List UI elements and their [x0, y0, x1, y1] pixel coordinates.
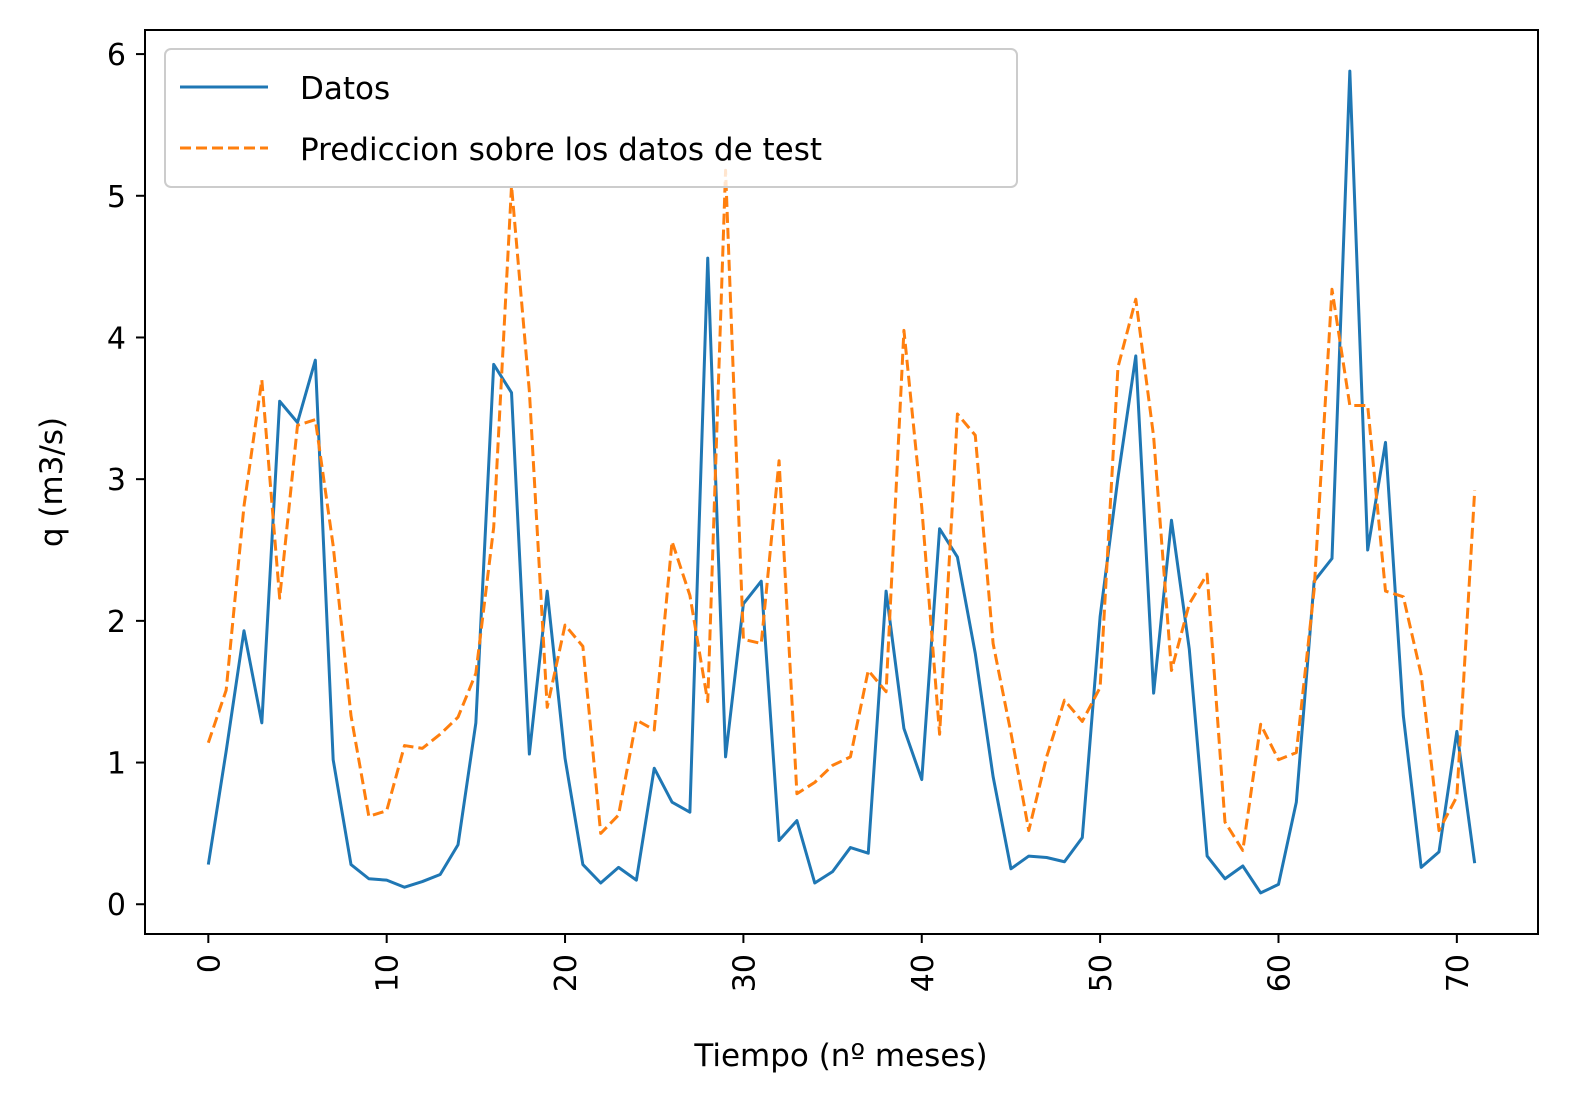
y-axis-label: q (m3/s): [34, 417, 70, 547]
y-tick-label: 6: [107, 38, 126, 73]
legend-label-prediccion: Prediccion sobre los datos de test: [300, 132, 822, 168]
series-layer: [206, 69, 1477, 895]
x-tick-label: 70: [1441, 954, 1476, 992]
x-tick-label: 50: [1084, 954, 1119, 992]
y-tick-label: 4: [107, 321, 126, 356]
y-tick-label: 1: [107, 747, 126, 782]
x-axis: 0 10 20 30 40 50 60 70: [192, 934, 1476, 992]
y-tick-label: 2: [107, 605, 126, 640]
series-line-0: [206, 69, 1477, 895]
y-tick-label: 3: [107, 463, 126, 498]
x-tick-label: 40: [906, 954, 941, 992]
legend-label-datos: Datos: [300, 71, 390, 107]
legend-box: [164, 48, 1018, 188]
y-tick-label: 5: [107, 180, 126, 215]
series-line-1: [206, 168, 1477, 852]
x-tick-label: 10: [371, 954, 406, 992]
x-tick-label: 0: [192, 954, 227, 973]
x-tick-label: 20: [549, 954, 584, 992]
legend: Datos Prediccion sobre los datos de test: [164, 48, 1018, 188]
plot-frame: [144, 29, 1539, 935]
x-axis-label: Tiempo (nº meses): [693, 1038, 987, 1074]
y-tick-label: 0: [107, 888, 126, 923]
x-tick-label: 60: [1262, 954, 1297, 992]
y-axis: 0 1 2 3 4 5 6: [107, 38, 145, 923]
x-tick-label: 30: [727, 954, 762, 992]
